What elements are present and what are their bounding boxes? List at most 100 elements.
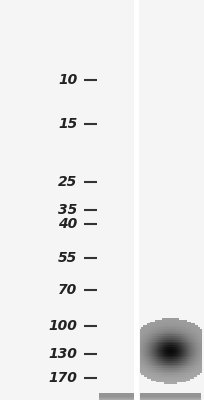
Bar: [145, 346, 146, 349]
Bar: [164, 354, 165, 356]
Bar: [148, 370, 149, 372]
Bar: [146, 352, 147, 354]
Bar: [171, 334, 172, 336]
Bar: [145, 361, 146, 363]
Bar: [171, 350, 172, 352]
Bar: [157, 320, 158, 322]
Bar: [184, 352, 185, 354]
Bar: [145, 375, 146, 377]
Bar: [175, 332, 176, 334]
Bar: [192, 366, 193, 368]
Bar: [148, 366, 149, 368]
Bar: [186, 334, 187, 336]
Bar: [182, 329, 183, 331]
Bar: [185, 355, 186, 358]
Bar: [164, 329, 165, 331]
Bar: [196, 354, 197, 356]
Bar: [189, 325, 190, 327]
Bar: [190, 370, 191, 372]
Bar: [184, 336, 185, 338]
Bar: [154, 357, 155, 359]
Bar: [176, 338, 177, 340]
Bar: [199, 348, 200, 350]
Bar: [187, 334, 188, 336]
Bar: [184, 325, 185, 327]
Bar: [171, 366, 172, 368]
Bar: [140, 393, 201, 397]
Bar: [158, 361, 159, 363]
Bar: [161, 357, 162, 359]
Bar: [157, 352, 158, 354]
Bar: [190, 322, 191, 324]
Bar: [192, 348, 193, 350]
Bar: [166, 329, 167, 331]
Bar: [175, 327, 176, 329]
Bar: [140, 395, 201, 400]
Bar: [192, 355, 193, 358]
Bar: [192, 341, 193, 343]
Bar: [143, 343, 144, 345]
Bar: [140, 394, 201, 398]
Bar: [99, 393, 135, 397]
Bar: [99, 393, 135, 397]
Bar: [140, 394, 201, 398]
Bar: [186, 370, 187, 372]
Bar: [180, 378, 181, 380]
Bar: [177, 324, 178, 326]
Bar: [189, 366, 190, 368]
Bar: [167, 338, 168, 340]
Bar: [145, 370, 146, 372]
Bar: [154, 362, 155, 364]
Bar: [165, 341, 166, 343]
Bar: [150, 376, 151, 379]
Bar: [99, 394, 135, 398]
Bar: [171, 370, 172, 372]
Bar: [200, 339, 201, 342]
Bar: [197, 357, 198, 359]
Bar: [142, 368, 143, 370]
Bar: [146, 345, 147, 347]
Bar: [140, 393, 201, 398]
Bar: [154, 352, 155, 354]
Bar: [159, 371, 160, 374]
Bar: [180, 322, 181, 324]
Bar: [154, 346, 155, 349]
Bar: [140, 393, 201, 397]
Bar: [154, 343, 155, 345]
Bar: [154, 338, 155, 340]
Bar: [201, 352, 202, 354]
Bar: [166, 361, 167, 363]
Bar: [157, 341, 158, 343]
Bar: [142, 338, 143, 340]
Bar: [194, 324, 195, 326]
Bar: [180, 334, 181, 336]
Bar: [140, 395, 201, 399]
Bar: [180, 338, 181, 340]
Bar: [156, 346, 157, 349]
Bar: [169, 375, 170, 377]
Bar: [99, 395, 135, 399]
Bar: [169, 370, 170, 372]
Bar: [198, 373, 199, 375]
Bar: [191, 338, 192, 340]
Bar: [158, 373, 159, 375]
Bar: [176, 345, 177, 347]
Bar: [147, 366, 148, 368]
Bar: [140, 395, 201, 400]
Bar: [185, 357, 186, 359]
Bar: [150, 361, 151, 363]
Bar: [185, 370, 186, 372]
Bar: [163, 354, 164, 356]
Bar: [188, 354, 189, 356]
Bar: [148, 364, 149, 366]
Bar: [178, 334, 179, 336]
Bar: [184, 341, 185, 343]
Bar: [166, 373, 167, 375]
Bar: [165, 380, 166, 382]
Bar: [143, 348, 144, 350]
Bar: [157, 376, 158, 379]
Bar: [143, 350, 144, 352]
Bar: [182, 343, 183, 345]
Bar: [140, 394, 201, 398]
Bar: [176, 354, 177, 356]
